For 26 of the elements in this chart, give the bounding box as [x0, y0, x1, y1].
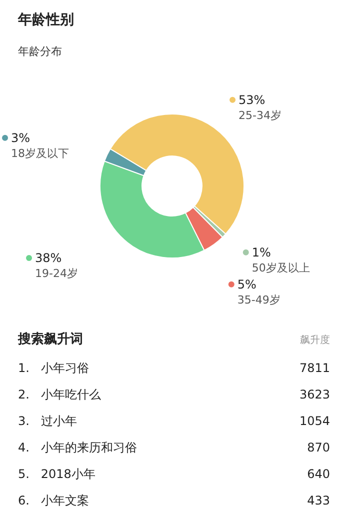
- data-label: 870: [307, 440, 330, 454]
- category-label: 3. 过小年: [18, 414, 77, 428]
- category-label: 6. 小年文案: [18, 494, 89, 508]
- data-label: 3%: [11, 130, 30, 145]
- text: 搜索飙升词: [17, 331, 83, 347]
- legend-label: 25-34岁: [238, 108, 282, 122]
- data-label: 38%: [35, 251, 62, 266]
- text: 飙升度: [300, 334, 330, 346]
- legend-label: 50岁及以上: [252, 261, 310, 274]
- data-label: 433: [307, 494, 330, 508]
- category-label: 4. 小年的来历和习俗: [18, 440, 137, 454]
- category-label: 5. 2018小年: [18, 467, 96, 481]
- chart-title: 年龄性别: [17, 12, 74, 28]
- legend-label: 18岁及以下: [11, 146, 70, 160]
- data-label: 3623: [299, 388, 330, 402]
- legend-label: 19-24岁: [35, 267, 78, 280]
- chart-subtitle: 年龄分布: [18, 45, 62, 58]
- data-label: 5%: [237, 277, 256, 292]
- category-label: 1. 小年习俗: [18, 361, 89, 375]
- data-label: 7811: [299, 361, 330, 375]
- data-label: 1054: [299, 414, 330, 428]
- data-label: 1%: [252, 245, 271, 260]
- legend-label: 35-49岁: [237, 293, 280, 306]
- category-label: 2. 小年吃什么: [18, 388, 101, 402]
- data-label: 53%: [238, 92, 266, 107]
- data-label: 640: [307, 467, 330, 481]
